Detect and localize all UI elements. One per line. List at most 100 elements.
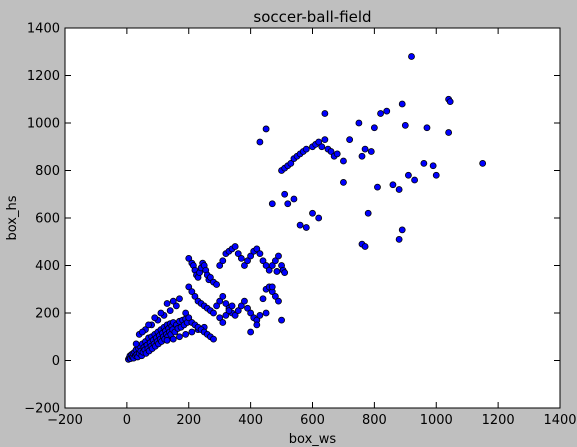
x-tick-label: 1200: [482, 413, 515, 428]
data-point: [318, 143, 326, 151]
x-tick-label: 800: [362, 413, 387, 428]
data-point: [278, 316, 285, 324]
data-point: [281, 269, 289, 277]
data-point: [429, 162, 437, 170]
data-point: [132, 340, 140, 348]
data-point: [244, 304, 251, 312]
data-point: [138, 328, 146, 336]
data-point: [281, 190, 289, 198]
data-point: [309, 209, 316, 217]
data-point: [367, 148, 375, 155]
data-point: [275, 252, 282, 260]
data-point: [237, 254, 245, 262]
data-point: [446, 98, 454, 106]
x-tick-label: 600: [300, 413, 325, 428]
data-point: [234, 307, 242, 315]
data-point: [271, 292, 279, 300]
data-point: [408, 53, 415, 60]
data-point: [395, 186, 403, 193]
data-point: [377, 110, 384, 117]
data-point: [213, 281, 220, 288]
y-tick-label: 400: [35, 259, 60, 274]
data-point: [327, 148, 335, 155]
data-point: [268, 200, 276, 208]
data-point: [321, 110, 329, 117]
x-tick-label: 1000: [420, 413, 453, 428]
data-point: [296, 221, 304, 229]
data-point: [241, 297, 248, 305]
data-point: [247, 309, 255, 317]
data-point: [405, 171, 412, 179]
data-point: [166, 307, 174, 315]
data-point: [216, 297, 224, 305]
data-point: [420, 159, 428, 167]
data-point: [210, 309, 217, 317]
data-point: [321, 136, 329, 144]
data-point: [370, 124, 378, 132]
x-axis-title: box_ws: [289, 432, 337, 447]
data-point: [151, 314, 159, 322]
data-point: [340, 157, 347, 165]
x-tick-label: 200: [176, 413, 201, 428]
data-point: [247, 252, 255, 260]
data-point: [479, 159, 487, 167]
data-point: [256, 250, 264, 258]
data-point: [401, 121, 409, 129]
data-point: [256, 311, 264, 319]
data-point: [383, 107, 391, 115]
data-point: [275, 297, 282, 305]
data-point: [389, 181, 397, 189]
data-point: [191, 292, 199, 300]
y-tick-label: 0: [52, 354, 60, 369]
data-point: [262, 125, 270, 133]
data-point: [340, 178, 347, 186]
y-tick-label: 600: [35, 212, 60, 227]
data-point: [411, 176, 418, 184]
data-point: [287, 159, 295, 167]
data-point: [302, 145, 310, 153]
data-point: [219, 257, 227, 265]
data-point: [244, 257, 251, 265]
data-point: [398, 100, 406, 108]
data-point: [333, 150, 341, 158]
data-point: [231, 311, 239, 319]
data-point: [374, 183, 381, 191]
y-tick-label: −200: [24, 402, 60, 417]
data-point: [169, 297, 177, 305]
data-point: [253, 245, 261, 253]
data-point: [222, 311, 230, 319]
x-tick-label: −200: [47, 413, 83, 428]
data-point: [185, 254, 193, 262]
data-point: [145, 321, 152, 329]
data-point: [163, 336, 171, 344]
data-point: [234, 250, 242, 258]
data-point: [358, 152, 366, 160]
data-point: [265, 266, 273, 274]
data-point: [315, 214, 323, 222]
y-tick-label: 800: [35, 164, 60, 179]
data-point: [395, 235, 403, 243]
data-point: [225, 307, 233, 315]
data-point: [361, 145, 369, 153]
data-point: [290, 195, 298, 203]
y-tick-label: 1000: [27, 117, 60, 132]
data-point: [355, 119, 363, 127]
data-point: [188, 288, 196, 296]
data-point: [256, 138, 264, 146]
data-point: [423, 124, 431, 132]
data-point: [216, 262, 224, 269]
data-point: [172, 302, 180, 310]
data-point: [364, 209, 372, 217]
y-tick-label: 1200: [27, 69, 60, 84]
x-tick-label: 0: [123, 413, 131, 428]
ticks-layer: −200 0 200 400 600 800 1000 1200 1400 −200 0 200 400…: [24, 22, 576, 429]
data-point: [182, 330, 190, 338]
data-point: [268, 262, 276, 269]
data-point: [210, 335, 217, 343]
data-point: [219, 319, 227, 326]
data-point: [271, 257, 279, 265]
x-tick-label: 1400: [543, 413, 576, 428]
data-point: [216, 314, 224, 322]
x-tick-label: 400: [238, 413, 263, 428]
